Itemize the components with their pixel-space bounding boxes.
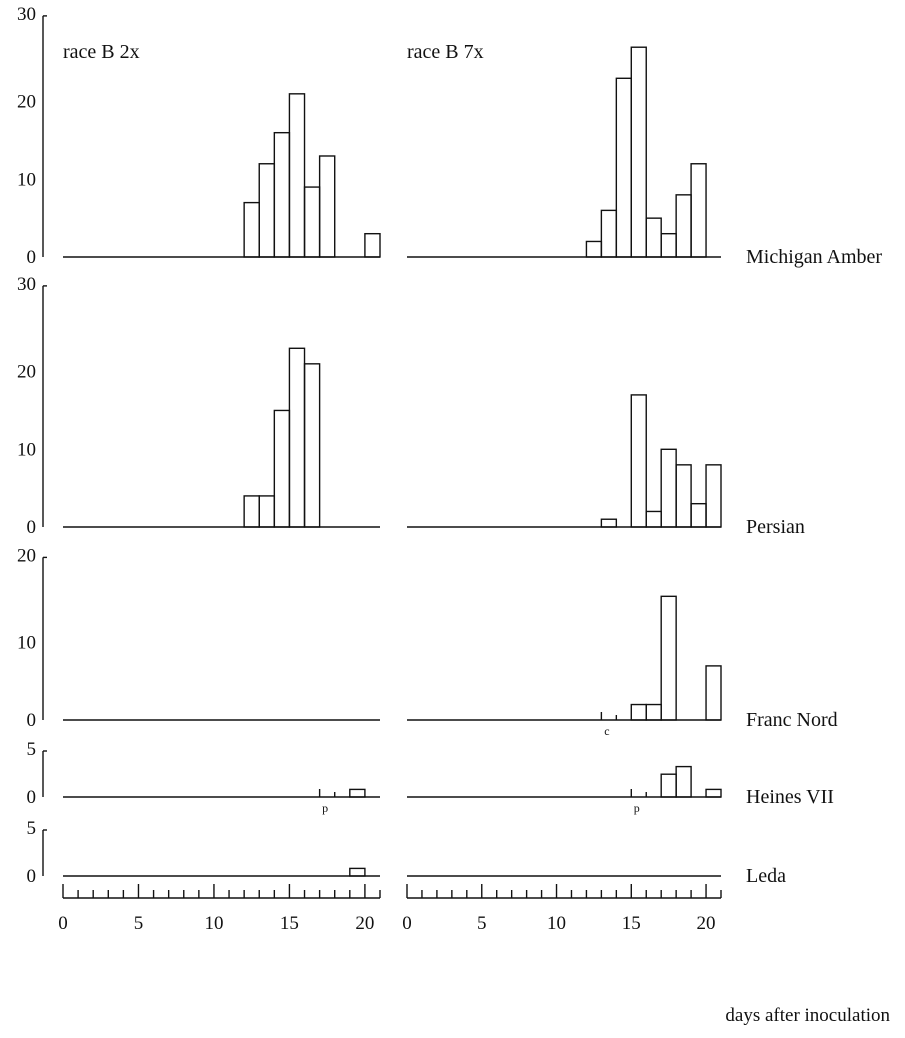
bar-1-1-0 [600,518,618,528]
y-tick-label-0-2: 20 [17,92,36,113]
y-tick-label-1-1: 10 [17,439,36,460]
bar-0-0-3 [288,93,306,258]
bar-1-0-4 [303,363,321,528]
x-tick-label-0-4: 20 [355,913,374,934]
x-tick-label-1-2: 10 [547,913,566,934]
x-tick-label-1-4: 20 [697,913,716,934]
bar-0-0-6 [364,232,381,258]
row-label-0: Michigan Amber [746,246,882,268]
y-tick-label-1-2: 20 [17,362,36,383]
bar-0-1-3 [630,46,647,258]
bar-0-1-2 [615,77,632,258]
y-tick-label-0-1: 10 [17,169,36,190]
bar-4-0-0 [349,867,366,877]
marker-letter-3-1: p [634,801,640,815]
bar-3-1-2 [705,788,722,798]
bar-2-1-2 [660,595,677,721]
bar-0-0-2 [273,131,291,258]
row-label-4: Leda [746,865,786,887]
bar-3-0-0 [349,788,366,798]
bar-2-1-0 [630,703,647,721]
bar-1-0-3 [288,347,306,528]
y-tick-label-3-1: 5 [27,739,37,760]
bar-1-0-1 [258,495,276,528]
x-tick-label-0-3: 15 [280,913,299,934]
bar-1-0-2 [273,409,291,528]
y-tick-label-1-3: 30 [17,274,36,295]
bar-0-0-4 [303,186,321,258]
x-tick-label-1-1: 5 [477,913,487,934]
bar-0-1-5 [660,232,677,258]
x-tick-label-1-3: 15 [622,913,641,934]
bar-0-1-6 [675,194,692,258]
row-label-2: Franc Nord [746,709,838,731]
y-tick-label-2-0: 0 [27,710,37,731]
bar-1-1-4 [675,464,692,528]
bar-1-1-6 [705,464,722,528]
y-tick-label-0-0: 0 [27,247,37,268]
x-tick-label-0-2: 10 [204,913,223,934]
bar-3-1-1 [675,765,692,798]
y-tick-label-2-1: 10 [17,633,36,654]
bar-0-0-5 [318,155,336,258]
bar-0-1-0 [585,240,603,258]
panel-title-0: race B 2x [63,41,140,63]
bar-0-0-0 [243,201,260,258]
bar-3-1-0 [660,773,677,798]
panel-title-1: race B 7x [407,41,484,63]
bar-0-1-7 [690,163,707,258]
marker-letter-2-0: c [604,724,609,738]
x-axis-label: days after inoculation [725,1005,890,1026]
bar-2-1-1 [645,703,662,721]
x-tick-label-0-1: 5 [134,913,144,934]
bar-1-1-2 [645,510,662,528]
bar-1-1-1 [630,394,647,528]
row-label-1: Persian [746,516,805,538]
y-tick-label-3-0: 0 [27,787,37,808]
x-tick-label-0-0: 0 [58,913,68,934]
y-tick-label-4-1: 5 [27,818,37,839]
y-tick-label-2-2: 20 [17,545,36,566]
bar-1-1-5 [690,502,707,528]
x-tick-label-1-0: 0 [402,913,412,934]
marker-letter-3-0: p [322,801,328,815]
bar-0-1-1 [600,209,618,258]
bar-1-0-0 [243,495,260,528]
y-tick-label-4-0: 0 [27,866,37,887]
bar-0-1-4 [645,217,662,258]
bar-1-1-3 [660,448,677,528]
y-tick-label-1-0: 0 [27,517,37,538]
y-tick-label-0-3: 30 [17,4,36,25]
row-label-3: Heines VII [746,786,834,808]
bar-2-1-3 [705,665,722,721]
bar-0-0-1 [258,163,276,258]
